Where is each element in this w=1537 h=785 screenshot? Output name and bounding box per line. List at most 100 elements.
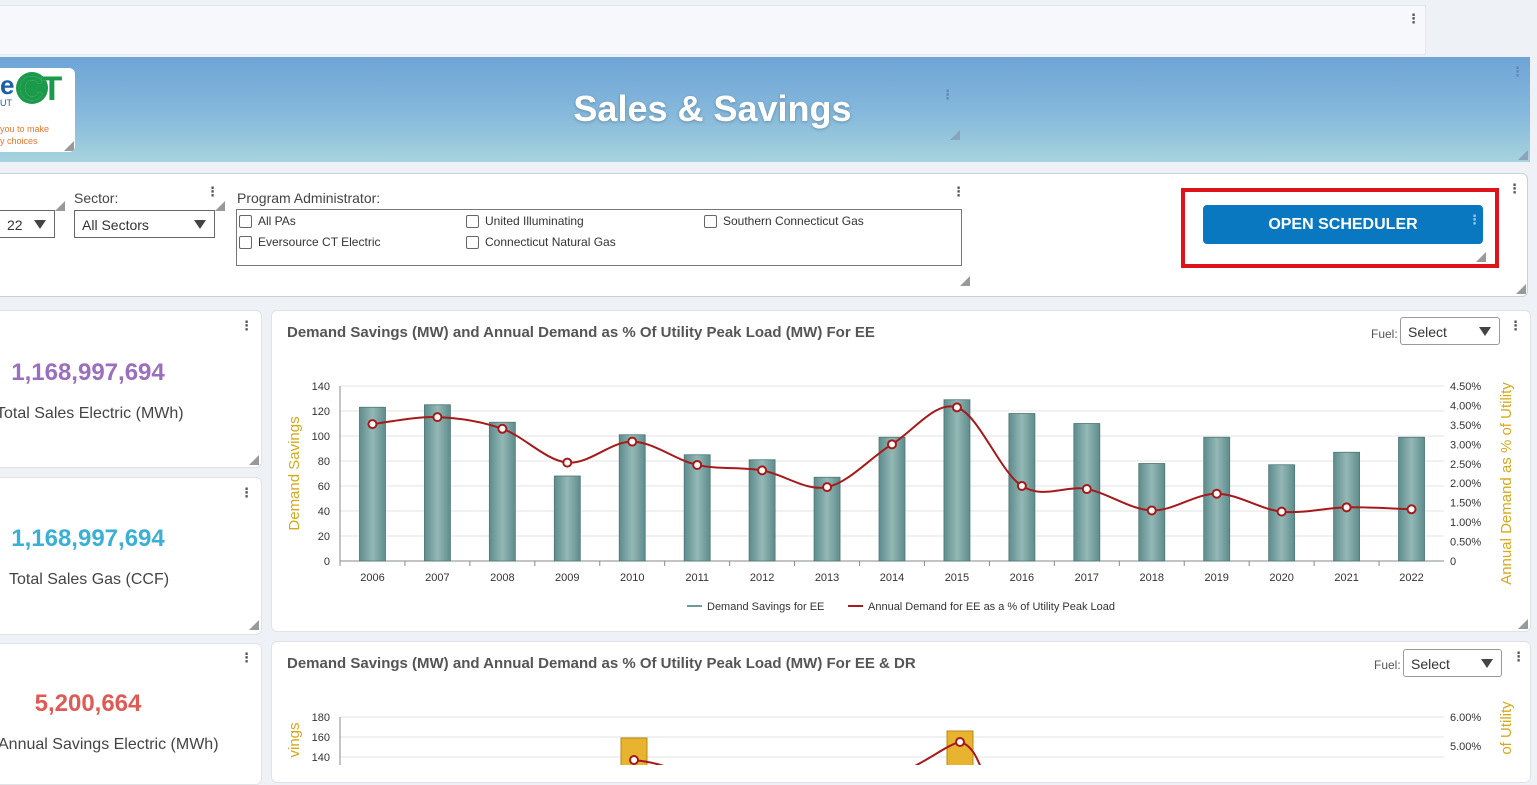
x-tick-label: 2009 xyxy=(555,572,579,584)
logo-partial-letter: e xyxy=(0,70,15,100)
bar-demand-savings xyxy=(1203,436,1231,562)
y-axis-title: Demand Savings xyxy=(286,416,303,530)
banner-menu-icon[interactable]: ⋮ xyxy=(1511,65,1524,80)
legend-label-demand-savings: Demand Savings for EE xyxy=(707,601,824,613)
bar-demand-savings xyxy=(618,434,646,562)
y-tick-label: 40 xyxy=(318,506,330,518)
banner-title-resize-handle[interactable] xyxy=(950,130,960,140)
checkbox-icon[interactable] xyxy=(239,214,252,228)
logo-resize-handle[interactable] xyxy=(64,141,74,151)
banner-resize-handle[interactable] xyxy=(1518,150,1528,160)
scheduler-button-menu-icon[interactable]: ⋮ xyxy=(1468,213,1481,228)
top-strip-menu-icon[interactable]: ⋮ xyxy=(1407,12,1420,27)
point-annual-demand-pct xyxy=(951,402,962,413)
x-tick-label: 2007 xyxy=(425,572,449,584)
checkbox-icon[interactable] xyxy=(466,214,479,228)
scheduler-resize-handle[interactable] xyxy=(1476,252,1486,262)
pa-checkbox-southern-connecticut-gas[interactable]: Southern Connecticut Gas xyxy=(704,214,864,228)
stat-card-menu-icon[interactable]: ⋮ xyxy=(240,319,253,334)
y-tick-label: 140 xyxy=(312,752,330,764)
open-scheduler-button[interactable]: OPEN SCHEDULER xyxy=(1203,205,1483,244)
logo-tagline-2: y choices xyxy=(0,136,38,146)
point-annual-demand-pct xyxy=(627,436,638,447)
checkbox-icon[interactable] xyxy=(239,235,252,249)
stat-card-resize-handle[interactable] xyxy=(249,455,259,465)
point-annual-demand-pct xyxy=(757,465,768,476)
chart-ee-svg: 0 20 40 60 80 100 120 140 0 0.50% 1.00% 1.50% 2.00% 2… xyxy=(286,381,1515,613)
stat-value: 5,200,664 xyxy=(34,690,142,717)
bar-demand-savings xyxy=(424,404,451,562)
pa-checkbox-all-pas[interactable]: All PAs xyxy=(239,214,296,228)
y-tick-label: 160 xyxy=(312,732,330,744)
stat-card-resize-handle[interactable] xyxy=(249,620,259,630)
chart-card-menu-icon[interactable]: ⋮ xyxy=(1512,650,1525,665)
stat-card-menu-icon[interactable]: ⋮ xyxy=(240,651,253,666)
fuel-label: Fuel: xyxy=(1374,658,1401,672)
y2-axis-title: of Utility xyxy=(1498,701,1515,755)
point-annual-demand-pct xyxy=(822,482,833,493)
page-title: Sales & Savings xyxy=(573,88,852,129)
x-tick-label: 2015 xyxy=(945,572,969,584)
sector-menu-icon[interactable]: ⋮ xyxy=(206,185,219,200)
year-select-value: 22 xyxy=(7,217,23,233)
fuel-select[interactable]: Select xyxy=(1400,317,1500,345)
y2-tick-label: 4.00% xyxy=(1450,400,1481,412)
point-partial xyxy=(955,737,965,747)
bar-demand-savings xyxy=(1398,436,1425,562)
y2-tick-label: 1.50% xyxy=(1450,498,1481,510)
point-annual-demand-pct xyxy=(1276,506,1287,517)
stat-label: Annual Savings Electric (MWh) xyxy=(0,736,219,753)
x-tick-label: 2017 xyxy=(1075,572,1099,584)
bar-partial xyxy=(946,730,974,765)
y2-tick-label: 0.50% xyxy=(1450,537,1481,549)
x-tick-label: 2020 xyxy=(1269,572,1293,584)
filters-panel-resize-handle[interactable] xyxy=(1516,284,1526,294)
chart-title: Demand Savings (MW) and Annual Demand as… xyxy=(287,655,916,672)
filters-panel-menu-icon[interactable]: ⋮ xyxy=(1508,182,1521,197)
program-administrator-menu-icon[interactable]: ⋮ xyxy=(952,185,965,200)
top-toolbar-strip xyxy=(0,5,1426,55)
chart-card-resize-handle[interactable] xyxy=(1518,619,1528,629)
y2-tick-label: 2.50% xyxy=(1450,459,1481,471)
pa-checkbox-connecticut-natural-gas[interactable]: Connecticut Natural Gas xyxy=(466,235,616,249)
y-tick-label: 140 xyxy=(312,381,330,393)
energize-ct-logo: e CT UT you to make y choices xyxy=(0,68,75,152)
checkbox-icon[interactable] xyxy=(466,235,479,249)
y-tick-label: 0 xyxy=(324,556,330,568)
pa-checkbox-united-illuminating[interactable]: United Illuminating xyxy=(466,214,584,228)
fuel-select-caret-icon xyxy=(1479,327,1491,336)
stat-value: 1,168,997,694 xyxy=(11,525,165,552)
x-tick-label: 2013 xyxy=(815,572,839,584)
sector-resize-handle[interactable] xyxy=(215,201,225,211)
fuel-select-value: Select xyxy=(1408,324,1447,340)
fuel-select[interactable]: Select xyxy=(1403,649,1502,677)
y-tick-label: 100 xyxy=(312,431,330,443)
x-tick-label: 2011 xyxy=(685,572,709,584)
checkbox-icon[interactable] xyxy=(704,214,717,228)
legend-label-annual-demand: Annual Demand for EE as a % of Utility P… xyxy=(868,601,1115,613)
logo-subtitle: UT xyxy=(0,98,12,108)
year-select[interactable]: 22 xyxy=(0,210,55,238)
point-partial xyxy=(629,755,639,765)
point-annual-demand-pct xyxy=(432,412,443,423)
program-administrator-checklist xyxy=(236,209,962,266)
program-administrator-resize-handle[interactable] xyxy=(960,276,970,286)
x-tick-label: 2014 xyxy=(880,572,904,584)
bar-demand-savings xyxy=(359,406,386,562)
pa-checkbox-eversource[interactable]: Eversource CT Electric xyxy=(239,235,380,249)
stat-label: Total Sales Gas (CCF) xyxy=(9,571,170,588)
sector-select[interactable]: All Sectors xyxy=(74,210,215,238)
sector-select-caret-icon xyxy=(194,220,206,229)
header-banner xyxy=(0,57,1530,162)
scheduler-highlight-box xyxy=(1181,188,1499,268)
chart-card-menu-icon[interactable]: ⋮ xyxy=(1509,319,1522,334)
banner-title-menu-icon[interactable]: ⋮ xyxy=(941,88,954,103)
y2-axis-title: Annual Demand as % of Utility xyxy=(1498,382,1515,585)
bar-demand-savings xyxy=(943,399,971,562)
bar-demand-savings xyxy=(488,421,516,562)
stat-card-menu-icon[interactable]: ⋮ xyxy=(240,486,253,501)
y2-tick-label: 3.00% xyxy=(1450,439,1481,451)
point-annual-demand-pct xyxy=(1146,505,1157,516)
y2-tick-label: 1.00% xyxy=(1450,517,1481,529)
year-filter-resize-handle[interactable] xyxy=(55,201,65,211)
